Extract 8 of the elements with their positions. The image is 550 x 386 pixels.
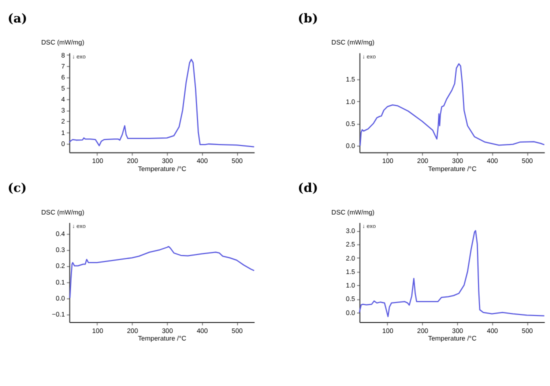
line-series: [358, 230, 545, 318]
chart-title: (a): [8, 10, 28, 26]
chart-title: (b): [298, 10, 318, 26]
line-series: [360, 63, 545, 146]
line-series: [69, 246, 255, 299]
chart-title: (c): [8, 180, 27, 196]
line-series: [68, 58, 255, 148]
chart-title: (d): [298, 180, 318, 196]
